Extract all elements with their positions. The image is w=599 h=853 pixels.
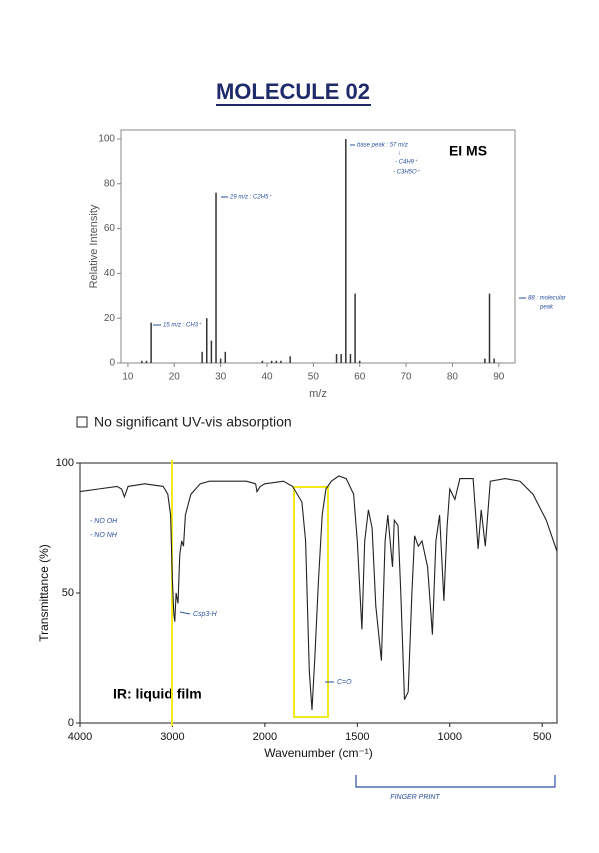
y-tick-label: 50	[62, 587, 74, 599]
y-tick-label: 0	[68, 717, 74, 729]
y-tick-label: 20	[104, 313, 116, 324]
x-tick-label: 2000	[253, 731, 277, 743]
x-tick-label: 500	[533, 731, 551, 743]
x-tick-label: 1500	[345, 731, 369, 743]
x-tick-label: 70	[401, 372, 413, 383]
annotation: C=O	[337, 679, 352, 686]
x-tick-label: 50	[308, 372, 320, 383]
annotation: 15 m/z : CH3⁺	[163, 322, 202, 329]
x-tick-label: 20	[169, 372, 181, 383]
annotation: ↓	[398, 151, 401, 157]
x-tick-label: 80	[447, 372, 459, 383]
note: No significant UV-vis absorption	[94, 414, 292, 430]
x-tick-label: 10	[122, 372, 134, 383]
y-tick-label: 100	[98, 134, 115, 145]
y-axis-label: Transmittance (%)	[37, 544, 51, 642]
annotation: 88 : molecular	[528, 296, 567, 302]
annotation: FINGER PRINT	[390, 794, 440, 801]
y-tick-label: 80	[104, 178, 116, 189]
annotation: base peak : 57 m/z	[357, 143, 408, 149]
chart-label: IR: liquid film	[113, 686, 202, 702]
annotation: - C3H5O⁺	[393, 169, 421, 176]
x-tick-label: 3000	[160, 731, 184, 743]
highlight-box	[293, 486, 329, 718]
x-tick-label: 40	[261, 372, 273, 383]
plot-frame	[79, 462, 558, 724]
x-tick-label: 60	[354, 372, 366, 383]
plot-frame	[120, 129, 516, 364]
x-tick-label: 90	[493, 372, 505, 383]
annotation-arrow	[179, 611, 191, 615]
y-tick-label: 40	[104, 268, 116, 279]
x-axis-label: m/z	[309, 388, 327, 400]
annotation: Csp3-H	[193, 611, 218, 618]
checkbox	[76, 416, 88, 428]
annotation: - NO NH	[90, 532, 118, 539]
ir-spectrum	[79, 475, 558, 711]
x-tick-label: 30	[215, 372, 227, 383]
annotation: - C4H9⁺	[395, 159, 418, 166]
x-tick-label: 4000	[68, 731, 92, 743]
y-axis-label: Relative Intensity	[88, 204, 100, 288]
annotation: 29 m/z : C2H5⁺	[229, 194, 272, 201]
y-tick-label: 60	[104, 223, 116, 234]
x-axis-label: Wavenumber (cm⁻¹)	[264, 746, 373, 760]
x-tick-label: 1000	[438, 731, 462, 743]
chart-label: EI MS	[449, 143, 487, 159]
fingerprint-bracket	[355, 775, 556, 788]
y-tick-label: 100	[56, 457, 74, 469]
annotation: - NO OH	[90, 518, 118, 525]
page-title: MOLECULE 02	[216, 79, 370, 104]
y-tick-label: 0	[109, 358, 115, 369]
annotation: peak	[539, 305, 554, 311]
